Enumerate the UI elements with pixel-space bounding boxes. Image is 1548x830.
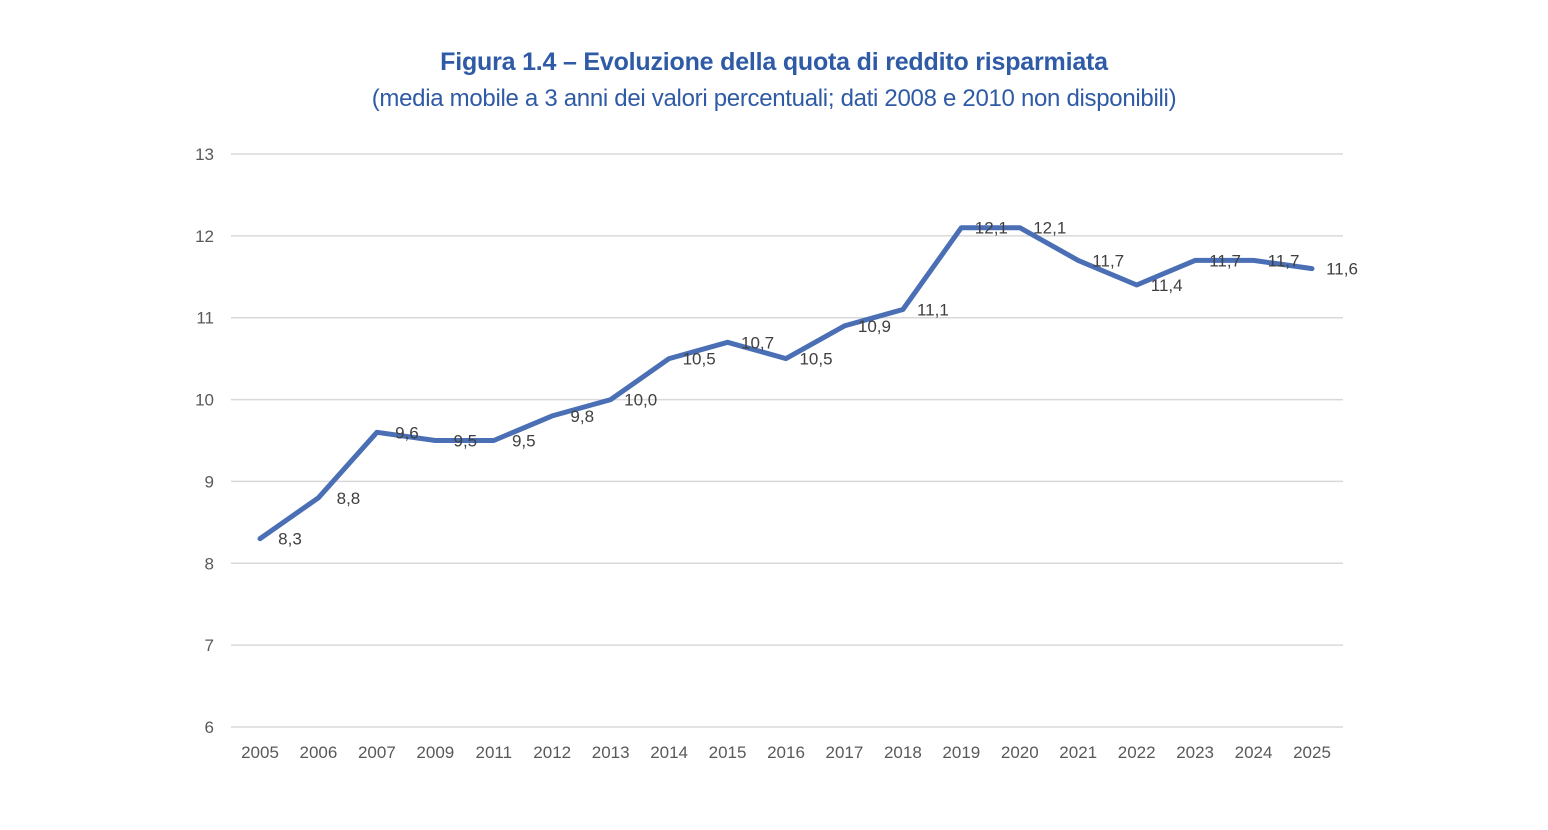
y-tick-label: 9: [205, 472, 214, 491]
x-tick-label: 2012: [533, 743, 571, 762]
x-tick-label: 2007: [358, 743, 396, 762]
x-tick-label: 2024: [1235, 743, 1273, 762]
data-label: 12,1: [975, 219, 1008, 238]
x-tick-label: 2025: [1293, 743, 1331, 762]
chart-subtitle: (media mobile a 3 anni dei valori percen…: [371, 85, 1177, 112]
data-label: 11,6: [1326, 260, 1358, 279]
y-tick-label: 11: [196, 309, 214, 328]
gridlines: [231, 153, 1343, 728]
y-tick-label: 6: [205, 718, 214, 737]
data-label: 11,7: [1092, 251, 1124, 270]
series-line: [257, 225, 1315, 542]
x-tick-label: 2019: [942, 743, 980, 762]
x-tick-label: 2014: [650, 743, 688, 762]
x-tick-label: 2022: [1118, 743, 1156, 762]
x-tick-label: 2015: [709, 743, 747, 762]
data-label: 11,7: [1268, 251, 1300, 270]
x-tick-label: 2020: [1001, 743, 1039, 762]
x-tick-label: 2009: [416, 743, 454, 762]
y-tick-label: 10: [195, 391, 214, 410]
data-label: 10,9: [858, 317, 891, 336]
y-tick-label: 12: [195, 227, 214, 246]
y-tick-label: 8: [205, 554, 214, 573]
data-label: 10,5: [683, 350, 716, 369]
y-axis: 6 7 8 9 10 11 12 13: [195, 145, 214, 737]
data-label: 8,3: [278, 530, 302, 549]
x-tick-label: 2011: [475, 743, 512, 762]
data-label: 10,7: [741, 333, 774, 352]
data-label: 9,6: [395, 423, 419, 442]
x-tick-label: 2016: [767, 743, 805, 762]
x-tick-label: 2017: [826, 743, 864, 762]
data-label: 10,0: [624, 391, 657, 410]
x-axis: 2005 2006 2007 2009 2011 2012 2013 2014 2015 2016…: [241, 743, 1331, 762]
data-labels: 8,3 8,8 9,6 9,5 9,5 9,8 10,0 10,5 10,7 10,5 10,9 11…: [278, 219, 1358, 549]
chart-title: Figura 1.4 – Evoluzione della quota di r…: [440, 48, 1108, 76]
data-label: 11,7: [1209, 251, 1241, 270]
data-label: 11,1: [917, 301, 949, 320]
data-label: 11,4: [1151, 276, 1183, 295]
x-tick-label: 2018: [884, 743, 922, 762]
data-label: 8,8: [337, 489, 361, 508]
y-tick-label: 13: [195, 145, 214, 164]
data-label: 10,5: [799, 350, 832, 369]
x-tick-label: 2013: [592, 743, 630, 762]
x-tick-label: 2021: [1059, 743, 1097, 762]
x-tick-label: 2023: [1176, 743, 1214, 762]
x-tick-label: 2006: [300, 743, 338, 762]
series-group: [257, 225, 1315, 542]
x-tick-label: 2005: [241, 743, 279, 762]
data-label: 9,8: [570, 407, 594, 426]
data-label: 9,5: [512, 432, 536, 451]
y-tick-label: 7: [205, 636, 214, 655]
data-label: 12,1: [1033, 219, 1066, 238]
data-label: 9,5: [454, 432, 478, 451]
